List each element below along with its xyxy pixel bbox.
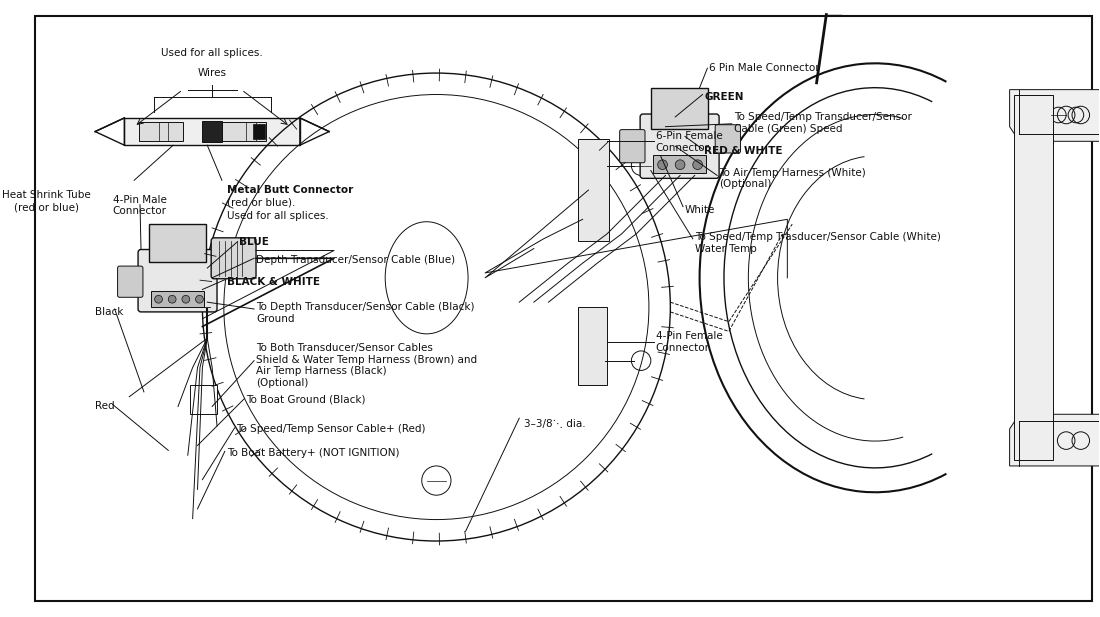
Text: 4-Pin Male: 4-Pin Male — [112, 195, 166, 205]
FancyBboxPatch shape — [715, 125, 740, 153]
Circle shape — [155, 296, 163, 303]
Text: To Speed/Temp Trasducer/Sensor Cable (White): To Speed/Temp Trasducer/Sensor Cable (Wh… — [695, 232, 940, 242]
Text: Depth Transducer/Sensor Cable (Blue): Depth Transducer/Sensor Cable (Blue) — [256, 255, 455, 265]
Polygon shape — [1010, 414, 1100, 466]
FancyBboxPatch shape — [211, 238, 256, 279]
Text: Heat Shrink Tube: Heat Shrink Tube — [2, 190, 91, 200]
Text: Ground: Ground — [256, 313, 295, 324]
Text: 4-Pin Female: 4-Pin Female — [656, 331, 723, 341]
Text: To Boat Ground (Black): To Boat Ground (Black) — [246, 395, 366, 405]
Bar — [151, 291, 205, 307]
Bar — [222, 122, 266, 141]
Bar — [139, 122, 183, 141]
Text: Cable (Green) Speed: Cable (Green) Speed — [734, 123, 843, 134]
Text: Red: Red — [96, 402, 114, 412]
Text: 6 Pin Male Connector: 6 Pin Male Connector — [710, 63, 820, 73]
Circle shape — [168, 296, 176, 303]
Text: Connector: Connector — [112, 207, 167, 217]
FancyBboxPatch shape — [1014, 96, 1053, 460]
Text: 6-Pin Female: 6-Pin Female — [656, 131, 723, 141]
Text: Wires: Wires — [198, 68, 227, 78]
Text: (Optional): (Optional) — [719, 179, 771, 189]
FancyBboxPatch shape — [139, 249, 217, 312]
FancyBboxPatch shape — [118, 266, 143, 297]
FancyBboxPatch shape — [35, 15, 1091, 602]
Bar — [189, 385, 217, 414]
FancyBboxPatch shape — [640, 114, 719, 178]
Text: Black: Black — [96, 307, 123, 317]
Polygon shape — [1010, 89, 1100, 141]
Text: Metal Butt Connector: Metal Butt Connector — [227, 185, 353, 195]
Text: Used for all splices.: Used for all splices. — [227, 210, 329, 220]
Bar — [202, 121, 222, 143]
Text: GREEN: GREEN — [704, 93, 744, 102]
Text: White: White — [685, 205, 715, 215]
Text: (Optional): (Optional) — [256, 378, 308, 388]
Circle shape — [182, 296, 189, 303]
Text: To Depth Transducer/Sensor Cable (Black): To Depth Transducer/Sensor Cable (Black) — [256, 302, 474, 312]
Text: Used for all splices.: Used for all splices. — [162, 49, 263, 59]
Text: Shield & Water Temp Harness (Brown) and: Shield & Water Temp Harness (Brown) and — [256, 355, 477, 365]
Bar — [253, 124, 265, 139]
FancyBboxPatch shape — [578, 307, 607, 385]
Bar — [124, 118, 300, 145]
Text: RED & WHITE: RED & WHITE — [704, 146, 783, 156]
Text: Air Temp Harness (Black): Air Temp Harness (Black) — [256, 366, 386, 376]
Text: Connector: Connector — [656, 143, 710, 153]
Text: To Speed/Temp Transducer/Sensor: To Speed/Temp Transducer/Sensor — [734, 112, 912, 122]
Circle shape — [658, 160, 668, 170]
Text: (red or blue): (red or blue) — [14, 203, 79, 213]
Text: Water Temp: Water Temp — [695, 244, 757, 254]
FancyBboxPatch shape — [619, 130, 645, 163]
Text: BLACK & WHITE: BLACK & WHITE — [227, 276, 320, 287]
Bar — [652, 155, 706, 173]
Text: 3–3/8⋱ dia.: 3–3/8⋱ dia. — [524, 419, 585, 429]
Text: Connector: Connector — [656, 343, 710, 353]
FancyBboxPatch shape — [578, 139, 609, 241]
Text: (red or blue).: (red or blue). — [227, 198, 295, 208]
Text: BLUE: BLUE — [240, 237, 270, 247]
Circle shape — [693, 160, 703, 170]
FancyBboxPatch shape — [148, 224, 207, 262]
FancyBboxPatch shape — [651, 88, 708, 128]
Text: To Boat Battery+ (NOT IGNITION): To Boat Battery+ (NOT IGNITION) — [227, 449, 399, 458]
Text: To Both Transducer/Sensor Cables: To Both Transducer/Sensor Cables — [256, 343, 433, 353]
Text: To Air Temp Harness (White): To Air Temp Harness (White) — [719, 167, 866, 178]
Text: To Speed/Temp Sensor Cable+ (Red): To Speed/Temp Sensor Cable+ (Red) — [236, 424, 426, 434]
Circle shape — [675, 160, 685, 170]
Circle shape — [196, 296, 204, 303]
